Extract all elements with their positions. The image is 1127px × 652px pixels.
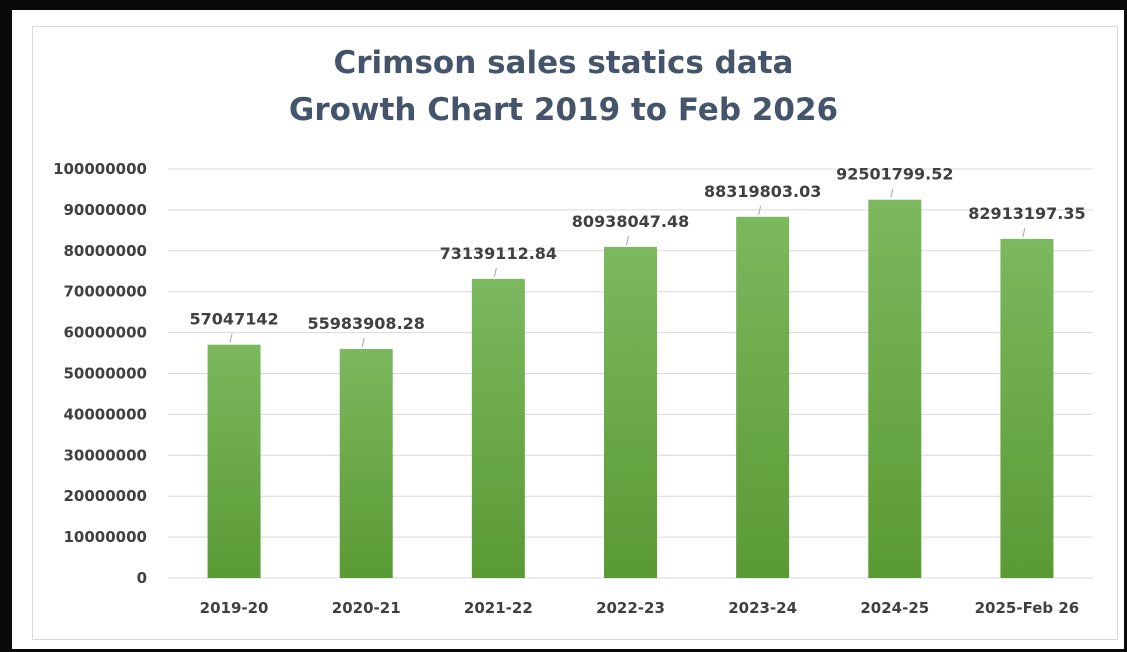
data-label: 73139112.84 [440,244,557,263]
data-label-leader [493,267,497,277]
y-tick-label: 80000000 [64,242,148,260]
data-label-leader [626,235,629,246]
bar [1000,238,1054,579]
y-tick-label: 100000000 [53,160,147,178]
data-label: 88319803.03 [704,182,821,201]
y-tick-label: 90000000 [64,201,148,219]
data-label: 57047142 [190,310,279,329]
y-tick-label: 10000000 [64,528,148,546]
x-tick-label: 2021-22 [464,599,533,617]
x-tick-label: 2020-21 [332,599,401,617]
chart-subtitle: Growth Chart 2019 to Feb 2026 [288,92,839,128]
data-label: 82913197.35 [968,204,1085,223]
data-label-leader [229,333,233,343]
y-tick-label: 50000000 [64,365,148,383]
x-tick-label: 2023-24 [728,599,797,617]
data-label: 92501799.52 [836,165,953,184]
x-tick-label: 2025-Feb 26 [975,599,1080,617]
y-tick-label: 20000000 [64,487,148,505]
data-label-leader [1022,227,1026,237]
chart-title: Crimson sales statics data [333,45,794,81]
y-tick-label: 30000000 [64,446,148,464]
x-tick-label: 2022-23 [596,599,665,617]
bar [339,349,393,578]
chart-title-block: Crimson sales statics data Growth Chart … [0,40,1127,134]
bar [207,344,261,578]
bars [207,199,1054,579]
data-labels: 57047142 55983908.28 73139112.84 80938047.4… [190,165,1086,348]
data-label-leader [758,205,762,215]
bar [471,278,525,578]
data-label: 80938047.48 [572,212,689,231]
data-label-leader [890,188,894,198]
y-axis: 0 10000000 20000000 30000000 40000000 5000000… [53,160,147,587]
y-tick-label: 60000000 [64,324,148,342]
bar [604,246,657,578]
x-tick-label: 2024-25 [860,599,929,617]
y-tick-label: 40000000 [64,405,148,423]
x-axis: 2019-20 2020-21 2021-22 2022-23 2023-24 2024-… [200,599,1080,617]
data-label: 55983908.28 [308,314,425,333]
y-tick-label: 70000000 [64,283,148,301]
x-tick-label: 2019-20 [200,599,269,617]
y-tick-label: 0 [137,569,147,587]
bar [736,216,790,578]
bar [868,199,922,578]
data-label-leader [361,337,365,348]
